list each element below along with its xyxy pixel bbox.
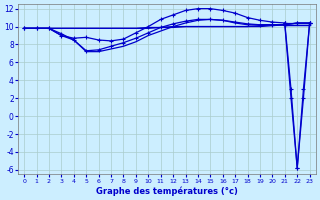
X-axis label: Graphe des températures (°c): Graphe des températures (°c): [96, 186, 238, 196]
